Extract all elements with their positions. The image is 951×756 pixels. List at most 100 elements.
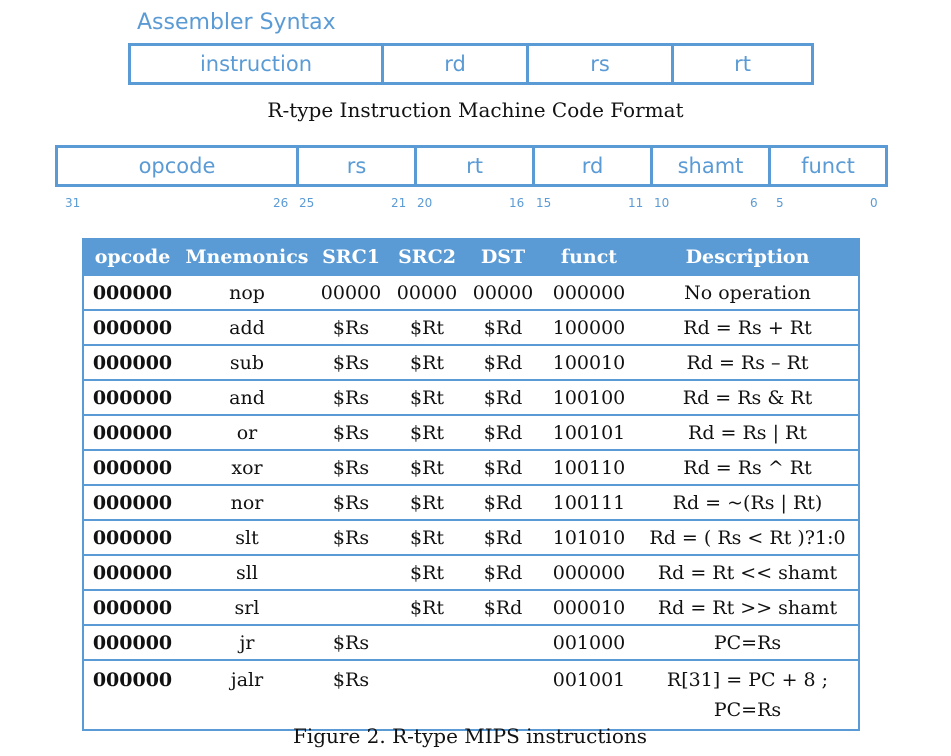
header-description: Description [637, 239, 859, 275]
cell-funct: 100000 [541, 309, 637, 345]
header-opcode: opcode [83, 239, 181, 275]
mc-field-funct: funct [768, 148, 885, 184]
mc-field-rt: rt [414, 148, 532, 184]
cell-mnemonic: jr [181, 624, 313, 660]
cell-description: No operation [637, 274, 859, 310]
cell-src2 [389, 624, 465, 660]
cell-description: Rd = Rs – Rt [637, 344, 859, 380]
cell-description: Rd = Rs ^ Rt [637, 449, 859, 485]
cell-opcode: 000000 [83, 309, 181, 345]
cell-opcode: 000000 [83, 414, 181, 450]
mc-field-opcode: opcode [138, 154, 216, 178]
cell-dst: $Rd [465, 379, 541, 415]
cell-funct: 000000 [541, 554, 637, 590]
cell-funct: 100111 [541, 484, 637, 520]
bit-number: 25 [299, 196, 315, 210]
mc-field-rs: rs [296, 148, 414, 184]
cell-funct: 100010 [541, 344, 637, 380]
cell-funct: 001001 [541, 659, 637, 730]
cell-mnemonic: sub [181, 344, 313, 380]
cell-dst [465, 624, 541, 660]
cell-src2: $Rt [389, 519, 465, 555]
table-row: 000000 add $Rs $Rt $Rd 100000 Rd = Rs + Rt [83, 309, 859, 345]
cell-description: Rd = ( Rs < Rt )?1:0 [637, 519, 859, 555]
cell-funct: 101010 [541, 519, 637, 555]
header-funct: funct [541, 239, 637, 275]
table-row: 000000 slt $Rs $Rt $Rd 101010 Rd = ( Rs < Rt )… [83, 519, 859, 555]
cell-dst: $Rd [465, 554, 541, 590]
cell-dst: $Rd [465, 484, 541, 520]
cell-opcode: 000000 [83, 624, 181, 660]
cell-dst: $Rd [465, 589, 541, 625]
cell-mnemonic: nop [181, 274, 313, 310]
cell-src2 [389, 659, 465, 730]
cell-src1: $Rs [313, 519, 389, 555]
cell-opcode: 000000 [83, 379, 181, 415]
cell-opcode: 000000 [83, 659, 181, 730]
mc-field-shamt: shamt [650, 148, 768, 184]
cell-description: Rd = Rs & Rt [637, 379, 859, 415]
cell-src2: $Rt [389, 449, 465, 485]
table-row: 000000 jalr $Rs 001001 R[31] = PC + 8 ; PC=R… [83, 659, 859, 730]
bit-number: 6 [750, 196, 758, 210]
asm-field-rd: rd [381, 46, 526, 82]
table-row: 000000 jr $Rs 001000 PC=Rs [83, 624, 859, 660]
cell-src2: $Rt [389, 309, 465, 345]
cell-src1: 00000 [313, 274, 389, 310]
asm-field-rs: rs [526, 46, 671, 82]
cell-src1: $Rs [313, 379, 389, 415]
cell-opcode: 000000 [83, 589, 181, 625]
cell-opcode: 000000 [83, 519, 181, 555]
cell-src2: $Rt [389, 589, 465, 625]
cell-dst: $Rd [465, 449, 541, 485]
bit-number: 26 [273, 196, 289, 210]
cell-description: PC=Rs [637, 624, 859, 660]
cell-src1: $Rs [313, 309, 389, 345]
format-caption: R-type Instruction Machine Code Format [267, 98, 684, 122]
cell-src1: $Rs [313, 344, 389, 380]
cell-dst: $Rd [465, 519, 541, 555]
cell-dst: $Rd [465, 344, 541, 380]
table-row: 000000 sll $Rt $Rd 000000 Rd = Rt << shamt [83, 554, 859, 590]
bit-number: 15 [536, 196, 552, 210]
cell-funct: 000010 [541, 589, 637, 625]
cell-mnemonic: and [181, 379, 313, 415]
cell-src1: $Rs [313, 414, 389, 450]
table-body: 000000 nop 00000 00000 00000 000000 No operati… [83, 274, 859, 730]
cell-opcode: 000000 [83, 484, 181, 520]
cell-description: Rd = Rs + Rt [637, 309, 859, 345]
table-row: 000000 srl $Rt $Rd 000010 Rd = Rt >> shamt [83, 589, 859, 625]
cell-src2: $Rt [389, 484, 465, 520]
asm-field-instruction: instruction [199, 52, 313, 76]
cell-src1 [313, 554, 389, 590]
cell-src1: $Rs [313, 484, 389, 520]
cell-mnemonic: xor [181, 449, 313, 485]
bit-number: 10 [654, 196, 670, 210]
bit-number: 16 [509, 196, 525, 210]
table-row: 000000 and $Rs $Rt $Rd 100100 Rd = Rs & Rt [83, 379, 859, 415]
cell-mnemonic: or [181, 414, 313, 450]
bit-number: 20 [417, 196, 433, 210]
table-row: 000000 xor $Rs $Rt $Rd 100110 Rd = Rs ^ Rt [83, 449, 859, 485]
cell-dst [465, 659, 541, 730]
cell-mnemonic: srl [181, 589, 313, 625]
bit-number: 21 [391, 196, 407, 210]
header-src1: SRC1 [313, 239, 389, 275]
bit-number: 5 [776, 196, 784, 210]
cell-src1: $Rs [313, 449, 389, 485]
cell-description: R[31] = PC + 8 ; PC=Rs [637, 659, 859, 730]
cell-description: Rd = ~(Rs | Rt) [637, 484, 859, 520]
table-row: 000000 nor $Rs $Rt $Rd 100111 Rd = ~(Rs | Rt) [83, 484, 859, 520]
header-dst: DST [465, 239, 541, 275]
assembler-syntax-title: Assembler Syntax [137, 10, 336, 35]
cell-funct: 100110 [541, 449, 637, 485]
cell-opcode: 000000 [83, 554, 181, 590]
cell-src2: $Rt [389, 414, 465, 450]
cell-opcode: 000000 [83, 344, 181, 380]
cell-src2: $Rt [389, 344, 465, 380]
cell-description: Rd = Rs | Rt [637, 414, 859, 450]
cell-dst: 00000 [465, 274, 541, 310]
cell-src1: $Rs [313, 659, 389, 730]
table-header-row: opcode Mnemonics SRC1 SRC2 DST funct Des… [83, 239, 859, 275]
cell-opcode: 000000 [83, 449, 181, 485]
